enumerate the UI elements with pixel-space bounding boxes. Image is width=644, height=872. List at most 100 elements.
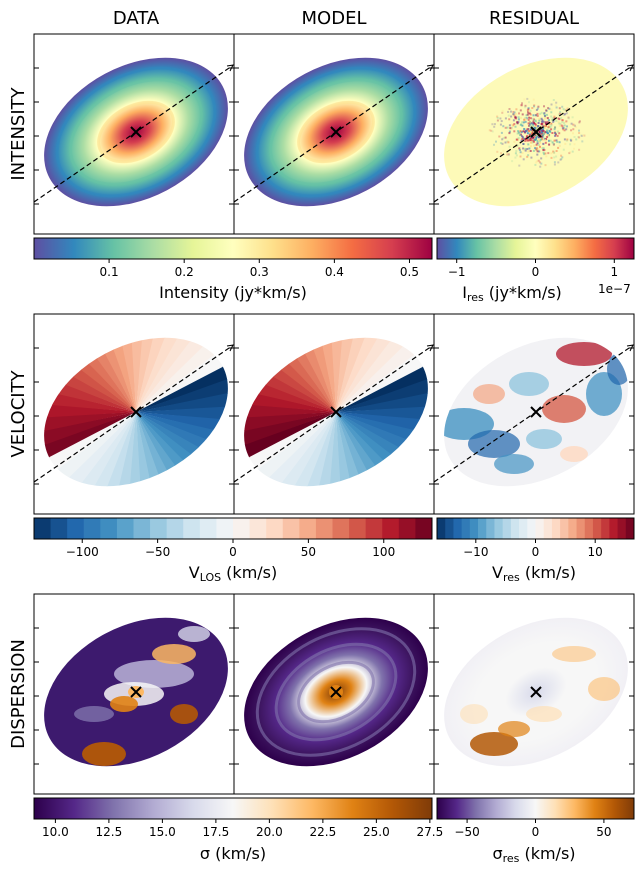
residual-pixel	[507, 110, 510, 113]
residual-pixel	[510, 115, 513, 118]
residual-pixel	[561, 119, 564, 122]
residual-pixel	[557, 161, 560, 164]
residual-pixel	[519, 151, 522, 154]
residual-pixel	[529, 123, 531, 126]
residual-pixel	[498, 135, 501, 138]
residual-pixel	[490, 129, 493, 132]
residual-pixel	[534, 133, 537, 136]
residual-pixel	[526, 155, 529, 158]
intensity-contour	[255, 66, 417, 198]
residual-pixel	[547, 152, 550, 155]
residual-pixel	[517, 118, 520, 121]
residual-pixel	[499, 123, 502, 126]
panel-intensity-data	[33, 33, 235, 235]
residual-pixel	[551, 117, 554, 120]
residual-pixel	[506, 126, 509, 129]
residual-pixel	[514, 125, 517, 128]
residual-pixel	[550, 122, 553, 125]
residual-pixel	[536, 135, 538, 138]
residual-pixel	[558, 141, 561, 144]
residual-pixel	[533, 126, 536, 129]
residual-pixel	[545, 113, 548, 116]
residual-pixel	[516, 122, 519, 125]
center-marker	[530, 126, 542, 138]
residual-pixel	[555, 155, 558, 158]
residual-pixel	[543, 117, 546, 120]
colorbar-tick-label: −100	[66, 545, 99, 559]
residual-pixel	[526, 109, 529, 112]
residual-pixel	[527, 122, 530, 125]
residual-blob	[586, 372, 622, 416]
row-title-dispersion: DISPERSION	[8, 639, 29, 749]
colorbar-tick-label: 15.0	[149, 825, 176, 839]
residual-pixel	[526, 148, 529, 150]
colorbar-segment	[249, 518, 267, 539]
residual-pixel	[553, 161, 556, 164]
colorbar-tick-label: 0.3	[250, 265, 269, 279]
residual-pixel	[570, 122, 573, 125]
residual-pixel	[527, 107, 530, 109]
residual-pixel	[537, 105, 540, 108]
residual-pixel	[535, 147, 538, 150]
residual-pixel	[548, 107, 551, 110]
residual-pixel	[512, 113, 515, 116]
residual-pixel	[533, 122, 536, 124]
residual-pixel	[566, 125, 568, 128]
residual-pixel	[543, 105, 545, 108]
residual-pixel	[522, 137, 525, 140]
residual-pixel	[508, 108, 511, 110]
residual-pixel	[543, 112, 546, 115]
residual-pixel	[513, 111, 516, 114]
residual-pixel	[548, 139, 550, 142]
residual-pixel	[500, 120, 503, 123]
residual-pixel	[526, 138, 529, 141]
residual-pixel	[532, 139, 535, 142]
residual-pixel	[512, 119, 515, 122]
residual-pixel	[555, 150, 558, 152]
residual-pixel	[529, 150, 532, 152]
residual-pixel	[563, 138, 566, 141]
colorbar-tick-label: 100	[372, 545, 395, 559]
colorbar-segment	[199, 518, 217, 539]
colorbar-tick-label: −50	[454, 825, 479, 839]
residual-pixel	[540, 131, 543, 133]
residual-pixel	[533, 118, 535, 121]
residual-pixel	[552, 151, 555, 154]
residual-pixel	[540, 135, 543, 138]
residual-pixel	[568, 152, 571, 155]
residual-pixel	[539, 165, 542, 168]
residual-pixel	[507, 141, 510, 144]
residual-pixel	[562, 148, 565, 151]
residual-pixel	[546, 130, 549, 133]
residual-pixel	[516, 144, 519, 147]
residual-pixel	[524, 139, 527, 142]
center-marker	[330, 686, 342, 698]
residual-pixel	[542, 125, 545, 128]
dispersion-blob	[152, 644, 196, 664]
residual-pixel	[527, 118, 530, 121]
residual-pixel	[569, 151, 572, 153]
residual-pixel	[542, 147, 545, 150]
residual-pixel	[514, 156, 517, 159]
major-axis-arrow	[626, 344, 634, 352]
residual-pixel	[535, 148, 538, 151]
panel-frame	[433, 313, 635, 515]
residual-pixel	[550, 128, 553, 131]
dispersion-blob	[74, 706, 114, 722]
residual-pixel	[529, 130, 532, 133]
dispersion-blob	[114, 660, 194, 688]
residual-pixel	[526, 97, 529, 100]
intensity-contour	[69, 78, 203, 186]
dispersion-ring	[255, 627, 417, 757]
colorbar-tick-label: 0.2	[175, 265, 194, 279]
colorbar-segment	[568, 518, 577, 539]
residual-pixel	[546, 132, 549, 135]
residual-pixel	[540, 132, 543, 135]
colorbar-segment	[584, 518, 594, 539]
colorbar-label-dispersion-residual: σres (km/s)	[492, 844, 575, 865]
residual-pixel	[517, 121, 520, 123]
residual-pixel	[564, 113, 567, 115]
residual-pixel	[571, 138, 574, 141]
residual-pixel	[523, 128, 526, 130]
residual-pixel	[544, 152, 547, 155]
